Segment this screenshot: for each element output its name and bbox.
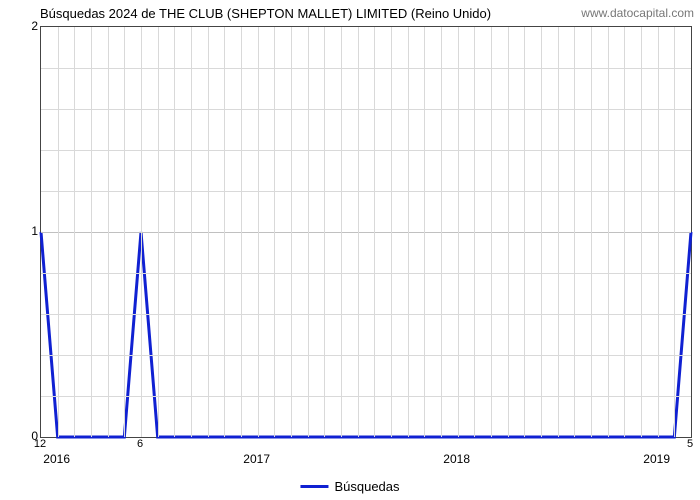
- gridline-v: [274, 27, 275, 437]
- gridline-h: [41, 191, 691, 192]
- gridline-h: [41, 273, 691, 274]
- gridline-v: [541, 27, 542, 437]
- gridline-h: [41, 396, 691, 397]
- gridline-v: [124, 27, 125, 437]
- x-year-label: 2019: [643, 452, 670, 466]
- plot-area: [40, 26, 692, 438]
- gridline-h: [41, 355, 691, 356]
- gridline-v: [308, 27, 309, 437]
- gridline-v: [324, 27, 325, 437]
- x-sub-label: 5: [687, 438, 693, 450]
- gridline-v: [208, 27, 209, 437]
- legend-swatch: [300, 485, 328, 488]
- gridline-h-major: [41, 232, 691, 233]
- gridline-h: [41, 68, 691, 69]
- gridline-v: [174, 27, 175, 437]
- gridline-v: [58, 27, 59, 437]
- gridline-v: [424, 27, 425, 437]
- gridline-v: [641, 27, 642, 437]
- gridline-v: [441, 27, 442, 437]
- gridline-v: [391, 27, 392, 437]
- gridline-v: [558, 27, 559, 437]
- gridline-v: [191, 27, 192, 437]
- watermark: www.datocapital.com: [581, 6, 694, 20]
- gridline-v: [74, 27, 75, 437]
- x-sub-label: 6: [137, 438, 143, 450]
- legend-label: Búsquedas: [334, 479, 399, 494]
- gridline-v: [658, 27, 659, 437]
- gridline-v: [358, 27, 359, 437]
- gridline-v: [258, 27, 259, 437]
- gridline-v: [608, 27, 609, 437]
- y-tick-label: 1: [8, 224, 38, 238]
- gridline-v: [574, 27, 575, 437]
- gridline-h: [41, 109, 691, 110]
- gridline-v: [458, 27, 459, 437]
- gridline-v: [624, 27, 625, 437]
- gridline-v: [474, 27, 475, 437]
- x-year-label: 2017: [243, 452, 270, 466]
- gridline-v: [591, 27, 592, 437]
- legend: Búsquedas: [300, 479, 399, 494]
- gridline-v: [341, 27, 342, 437]
- y-tick-label: 2: [8, 19, 38, 33]
- gridline-h: [41, 150, 691, 151]
- x-year-label: 2018: [443, 452, 470, 466]
- gridline-v: [524, 27, 525, 437]
- gridline-v: [158, 27, 159, 437]
- gridline-v: [491, 27, 492, 437]
- chart-title: Búsquedas 2024 de THE CLUB (SHEPTON MALL…: [40, 6, 491, 21]
- chart-container: Búsquedas 2024 de THE CLUB (SHEPTON MALL…: [0, 0, 700, 500]
- gridline-v: [674, 27, 675, 437]
- gridline-v: [374, 27, 375, 437]
- x-year-label: 2016: [43, 452, 70, 466]
- gridline-v: [91, 27, 92, 437]
- gridline-v: [508, 27, 509, 437]
- gridline-v: [408, 27, 409, 437]
- x-sub-label: 12: [34, 438, 46, 450]
- series-line: [41, 232, 691, 437]
- gridline-v: [291, 27, 292, 437]
- gridline-h: [41, 314, 691, 315]
- gridline-v: [108, 27, 109, 437]
- gridline-v: [241, 27, 242, 437]
- gridline-v: [224, 27, 225, 437]
- gridline-v: [141, 27, 142, 437]
